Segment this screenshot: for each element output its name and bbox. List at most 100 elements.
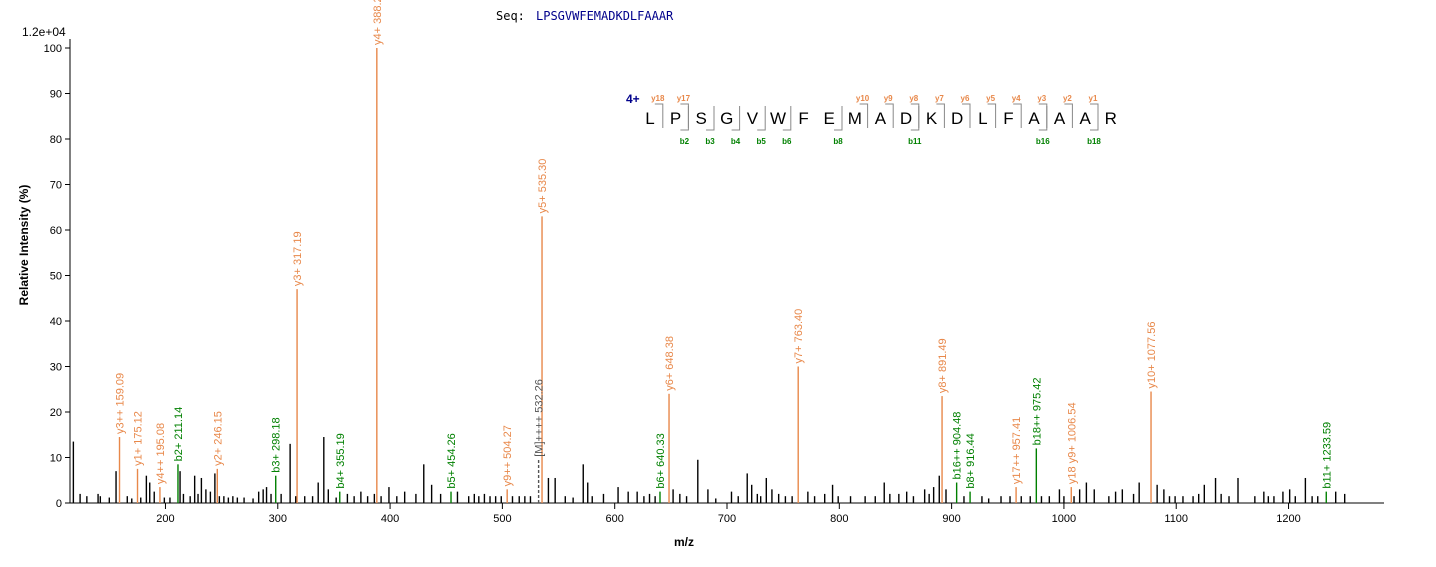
b-cleavage-label: b2 <box>680 137 690 146</box>
residue: F <box>798 109 808 128</box>
x-tick-label: 300 <box>269 513 287 525</box>
b-cleavage-mark <box>680 106 689 131</box>
y-ion-label: y4++ 195.08 <box>155 423 167 484</box>
y-tick-label: 20 <box>50 407 62 419</box>
residue: A <box>1080 109 1092 128</box>
y-ion-label: y6+ 648.38 <box>664 336 676 391</box>
y-cleavage-label: y3 <box>1037 94 1046 103</box>
y-ion-label: y9++ 504.27 <box>502 425 514 486</box>
y-cleavage-mark <box>1038 103 1048 128</box>
chart-header: Seq: LPSGVWFEMADKDLFAAAR 1.2e+04 <box>22 9 674 39</box>
y-ion-label: y18 y9+ 1006.54 <box>1066 402 1078 484</box>
y-tick-label: 30 <box>50 362 62 374</box>
residue: D <box>900 109 912 128</box>
y-ion-label: y3++ 159.09 <box>115 373 127 434</box>
y-ion-label: y7+ 763.40 <box>793 309 805 364</box>
y-cleavage-mark <box>987 103 997 128</box>
y-cleavage-label: y2 <box>1063 94 1072 103</box>
y-cleavage-mark <box>1013 103 1022 128</box>
x-tick-label: 1100 <box>1164 513 1188 525</box>
y-cleavage-mark <box>1090 103 1099 128</box>
b-cleavage-mark <box>910 106 920 131</box>
residue: E <box>824 109 835 128</box>
peaks <box>72 48 1346 503</box>
y-ticks: 0 10 20 30 40 50 60 70 80 90 100 <box>44 43 70 510</box>
y-tick-label: 50 <box>50 271 62 283</box>
y-cleavage-label: y1 <box>1089 94 1098 103</box>
residue: D <box>951 109 963 128</box>
b-cleavage-mark <box>834 106 843 131</box>
y-cleavage-label: y8 <box>909 94 918 103</box>
b-ion-label: b3+ 298.18 <box>271 417 283 472</box>
b-cleavage-mark <box>757 106 766 131</box>
b-cleavage-label: b4 <box>731 137 741 146</box>
residue: R <box>1105 109 1117 128</box>
y-axis-label: Relative Intensity (%) <box>17 185 31 306</box>
residue: A <box>875 109 887 128</box>
y-ion-label: y8+ 891.49 <box>937 338 949 393</box>
y-ion-label: y1+ 175.12 <box>133 411 145 466</box>
b-cleavage-mark <box>706 106 715 131</box>
residue: K <box>926 109 938 128</box>
x-tick-label: 600 <box>606 513 624 525</box>
y-tick-label: 90 <box>50 89 62 101</box>
x-tick-label: 1000 <box>1052 513 1076 525</box>
precursor-ion-label: [M]++++ 532.26 <box>534 379 546 457</box>
y-cleavage-label: y17 <box>677 94 691 103</box>
y-cleavage-mark <box>962 103 971 128</box>
x-axis-label: m/z <box>674 535 694 549</box>
x-tick-label: 900 <box>942 513 960 525</box>
b-ion-label: b6+ 640.33 <box>655 433 667 488</box>
y-cleavage-label: y7 <box>935 94 944 103</box>
residue: L <box>978 109 987 128</box>
b-cleavage-label: b11 <box>908 137 922 146</box>
residue: W <box>770 109 786 128</box>
y-cleavage-mark <box>680 103 689 128</box>
b-cleavage-label: b3 <box>705 137 715 146</box>
y-cleavage-mark <box>654 103 664 128</box>
y-ion-label: y4+ 388.2 <box>372 0 384 45</box>
b-ion-label: b4+ 355.19 <box>335 433 347 488</box>
y-tick-label: 10 <box>50 453 62 465</box>
y-cleavage-mark <box>936 103 945 128</box>
charge-label: 4+ <box>626 92 640 106</box>
residue: A <box>1054 109 1066 128</box>
y-tick-label: 100 <box>44 43 62 55</box>
sequence-value: LPSGVWFEMADKDLFAAAR <box>536 9 674 23</box>
y-ion-label: y3+ 317.19 <box>292 231 304 286</box>
y-cleavage-mark <box>859 103 869 128</box>
y-ion-label: y17++ 957.41 <box>1011 417 1023 484</box>
residue: S <box>696 109 707 128</box>
y-tick-label: 60 <box>50 225 62 237</box>
x-tick-label: 500 <box>493 513 511 525</box>
b-ion-label: b8+ 916.44 <box>965 433 977 488</box>
b-cleavage-mark <box>782 106 792 131</box>
b-cleavage-mark <box>1038 106 1048 131</box>
x-tick-label: 800 <box>830 513 848 525</box>
residue: V <box>747 109 759 128</box>
residue: L <box>645 109 654 128</box>
x-tick-label: 200 <box>156 513 174 525</box>
residue: A <box>1028 109 1040 128</box>
axes: Relative Intensity (%) m/z <box>17 39 1384 549</box>
b-cleavage-label: b6 <box>782 137 792 146</box>
b-ion-label: b18++ 975.42 <box>1031 377 1043 445</box>
y-tick-label: 0 <box>56 498 62 510</box>
peak-labels: y3++ 159.09 y1+ 175.12 y4++ 195.08 b2+ 211.… <box>115 0 1334 489</box>
y-cleavage-label: y6 <box>961 94 970 103</box>
scale-label: 1.2e+04 <box>22 25 66 39</box>
residue: P <box>670 109 681 128</box>
residue: M <box>848 109 862 128</box>
b-cleavage-mark <box>1090 106 1099 131</box>
x-tick-label: 1200 <box>1276 513 1300 525</box>
y-tick-label: 40 <box>50 316 62 328</box>
y-cleavage-mark <box>1064 103 1073 128</box>
sequence-label: Seq: <box>496 9 525 23</box>
y-tick-label: 80 <box>50 134 62 146</box>
x-tick-label: 700 <box>718 513 736 525</box>
b-ion-label: b11+ 1233.59 <box>1321 422 1333 489</box>
b-ion-label: b5+ 454.26 <box>446 433 458 488</box>
